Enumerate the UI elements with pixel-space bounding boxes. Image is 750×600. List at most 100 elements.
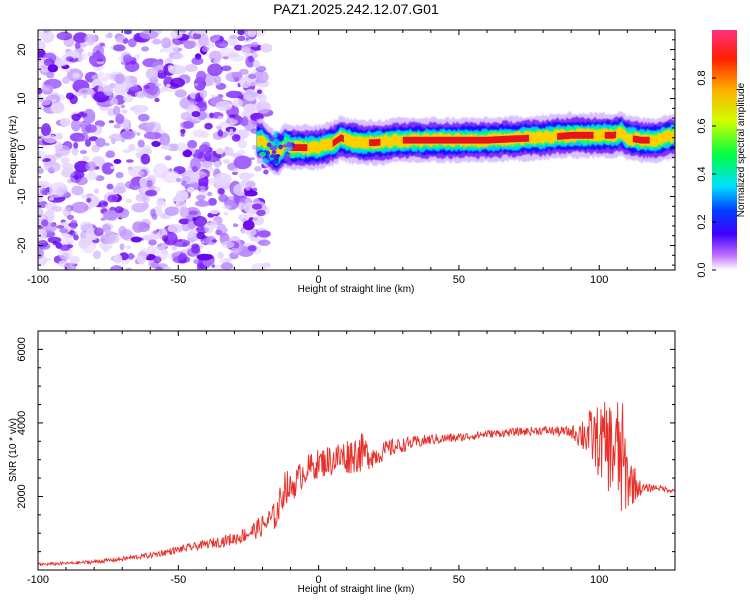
noise-blob [122,38,129,44]
noise-blob [168,168,173,172]
noise-blob [107,194,118,203]
ridge-blob [264,147,272,151]
noise-blob [232,98,243,108]
noise-blob [59,244,71,251]
noise-blob [196,253,213,261]
noise-blob [192,129,205,138]
noise-blob [154,266,163,270]
noise-blob [71,119,81,132]
noise-blob [231,171,239,175]
noise-blob [210,209,219,215]
noise-blob [38,226,44,230]
noise-blob [78,238,89,249]
spectrogram-x-tick-label: -50 [170,274,186,286]
noise-blob [201,161,213,168]
noise-blob [91,144,101,153]
noise-blob [213,58,220,65]
noise-blob [124,60,140,73]
noise-blob [55,60,68,67]
noise-blob [245,37,249,41]
ridge-blob [286,131,293,135]
noise-blob [148,239,157,246]
noise-blob [129,86,140,92]
noise-blob [164,206,179,216]
noise-blob [219,258,229,264]
noise-blob [113,44,126,52]
ridge-blob [258,151,267,158]
noise-blob [211,94,216,98]
snr-series-line [38,401,675,567]
noise-blob [74,160,90,173]
noise-blob [249,173,255,178]
noise-blob [209,112,214,119]
noise-blob [239,77,252,88]
noise-blob [186,186,195,193]
noise-blob [156,197,165,206]
noise-blob [85,124,97,133]
noise-blob [38,150,47,161]
noise-blob [65,56,74,62]
noise-blob [176,192,186,197]
noise-blob [113,159,122,164]
snr-x-tick-label: 0 [316,574,322,586]
noise-blob [201,240,205,244]
noise-blob [143,131,162,140]
noise-blob [44,161,61,173]
noise-blob [41,123,51,137]
noise-blob [210,220,218,229]
noise-blob [174,89,187,98]
ridge-blob [271,150,277,154]
noise-blob [101,224,111,233]
noise-blob [125,159,134,163]
noise-blob [41,219,49,227]
noise-blob [71,113,81,122]
noise-blob [254,166,262,172]
noise-blob [72,72,81,79]
noise-blob [96,58,104,62]
noise-blob [227,258,233,263]
noise-blob [250,237,258,242]
noise-blob [47,64,59,73]
noise-blob [154,83,162,87]
noise-blob [215,147,224,155]
noise-blob [104,33,112,39]
noise-blob [228,196,234,200]
noise-blob [217,129,224,137]
noise-blob [187,233,192,238]
ridge-blob [266,142,272,148]
noise-blob [139,30,159,40]
ridge-blob [262,158,268,164]
noise-blob [38,168,44,174]
noise-blob [257,93,267,102]
noise-blob [43,134,58,144]
noise-blob [92,45,105,58]
noise-blob [188,99,195,104]
noise-blob [258,239,271,246]
snr-x-tick-label: 100 [590,574,608,586]
noise-blob [91,74,105,81]
noise-blob [120,130,136,140]
noise-blob [134,53,141,60]
noise-blob [180,112,191,121]
noise-blob [239,197,252,204]
noise-blob [129,106,139,112]
noise-blob [103,230,117,244]
spectrogram-frame [37,29,676,271]
noise-blob [232,168,240,173]
noise-blob [101,162,115,175]
spectrogram-y-label: Frequency (Hz) [8,116,19,185]
noise-blob [95,137,106,148]
spectrogram-x-axis: -100 -50 0 50 100 [27,30,656,286]
noise-blob [151,61,164,71]
ridge-blob [283,156,291,163]
noise-blob [51,206,63,212]
ridge-blob [256,130,264,136]
noise-blob [138,113,150,122]
noise-blob [217,188,225,195]
noise-blob [248,73,257,80]
noise-blob [263,169,269,175]
noise-blob [61,161,67,167]
noise-blob [86,240,92,246]
noise-blob [120,104,126,109]
